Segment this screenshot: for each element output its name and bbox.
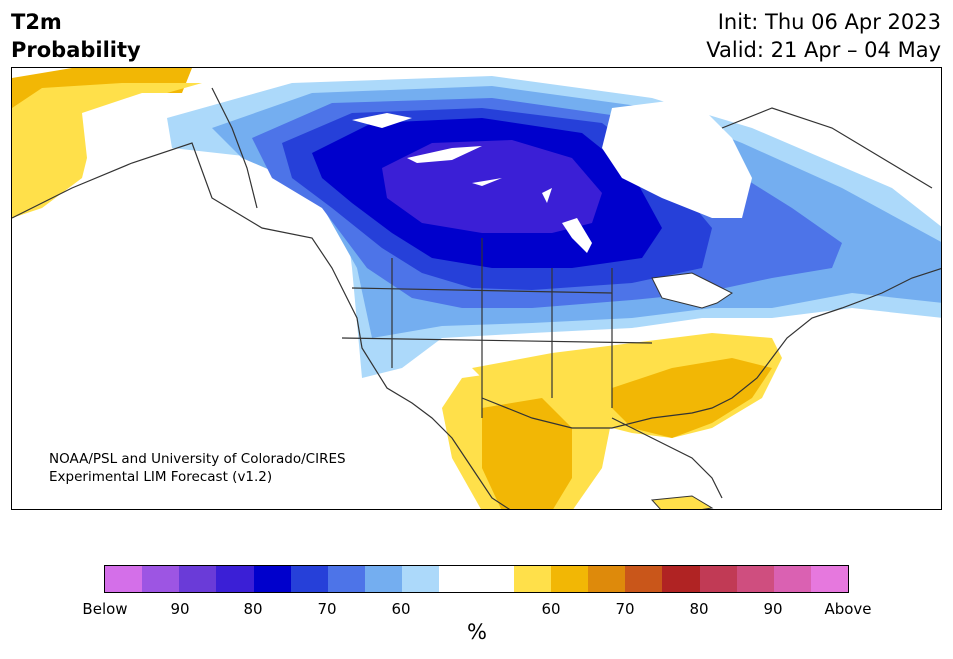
alaska-light-warm-region — [12, 83, 202, 218]
colorbar-segment — [588, 566, 626, 592]
credit-text: NOAA/PSL and University of Colorado/CIRE… — [49, 450, 346, 486]
date-block: Init: Thu 06 Apr 2023 Valid: 21 Apr – 04… — [706, 8, 941, 64]
great-slave-lake — [352, 113, 412, 128]
colorbar-segment — [216, 566, 254, 592]
colorbar-tick-label: 70 — [615, 600, 635, 618]
great-lakes — [651, 272, 733, 309]
colorbar-segment — [179, 566, 217, 592]
colorbar-segment — [699, 566, 737, 592]
colorbar-segment — [290, 566, 328, 592]
credit-line-2: Experimental LIM Forecast (v1.2) — [49, 469, 273, 485]
cold-prob-90 — [382, 140, 602, 233]
colorbar-tick-label: 60 — [541, 600, 561, 618]
colorbar — [104, 565, 849, 593]
colorbar-segment — [253, 566, 291, 592]
map-canvas — [12, 68, 941, 509]
colorbar-tick-label: Above — [824, 600, 872, 618]
colorbar-segment — [625, 566, 663, 592]
colorbar-unit: % — [467, 620, 487, 644]
hudson-bay-region — [602, 98, 752, 218]
colorbar-segment — [550, 566, 589, 592]
credit-line-1: NOAA/PSL and University of Colorado/CIRE… — [49, 451, 346, 467]
colorbar-segment — [810, 566, 849, 592]
valid-date: Valid: 21 Apr – 04 May — [706, 38, 941, 62]
warm-prob-70-mexico — [482, 398, 572, 509]
colorbar-segment — [476, 566, 514, 592]
probability-map: NOAA/PSL and University of Colorado/CIRE… — [11, 67, 942, 510]
colorbar-segment — [513, 566, 551, 592]
product-title: Probability — [11, 38, 141, 62]
init-date: Init: Thu 06 Apr 2023 — [717, 10, 941, 34]
lake-athabasca — [472, 178, 502, 186]
colorbar-segment — [365, 566, 403, 592]
colorbar-segment — [773, 566, 811, 592]
colorbar-segment — [105, 566, 143, 592]
variable-title: T2m — [11, 10, 62, 34]
colorbar-tick-label: 90 — [763, 600, 783, 618]
colorbar-tick-label: Below — [82, 600, 128, 618]
colorbar-tick-label: 80 — [243, 600, 263, 618]
colorbar-tick-label: 60 — [391, 600, 411, 618]
colorbar-tick-label: 70 — [317, 600, 337, 618]
lake-winnipegosis — [542, 188, 552, 203]
colorbar-segment — [402, 566, 440, 592]
title-block: T2m Probability — [11, 8, 141, 64]
colorbar-tick-label: 90 — [170, 600, 190, 618]
coastlines — [12, 87, 941, 509]
colorbar-segment — [736, 566, 774, 592]
cuba-outline — [650, 495, 714, 509]
colorbar-segment — [662, 566, 700, 592]
great-bear-lake — [407, 146, 482, 163]
lake-winnipeg — [562, 218, 592, 253]
colorbar-segment — [327, 566, 366, 592]
colorbar-segment — [142, 566, 180, 592]
colorbar-tick-label: 80 — [689, 600, 709, 618]
colorbar-segment — [439, 566, 477, 592]
